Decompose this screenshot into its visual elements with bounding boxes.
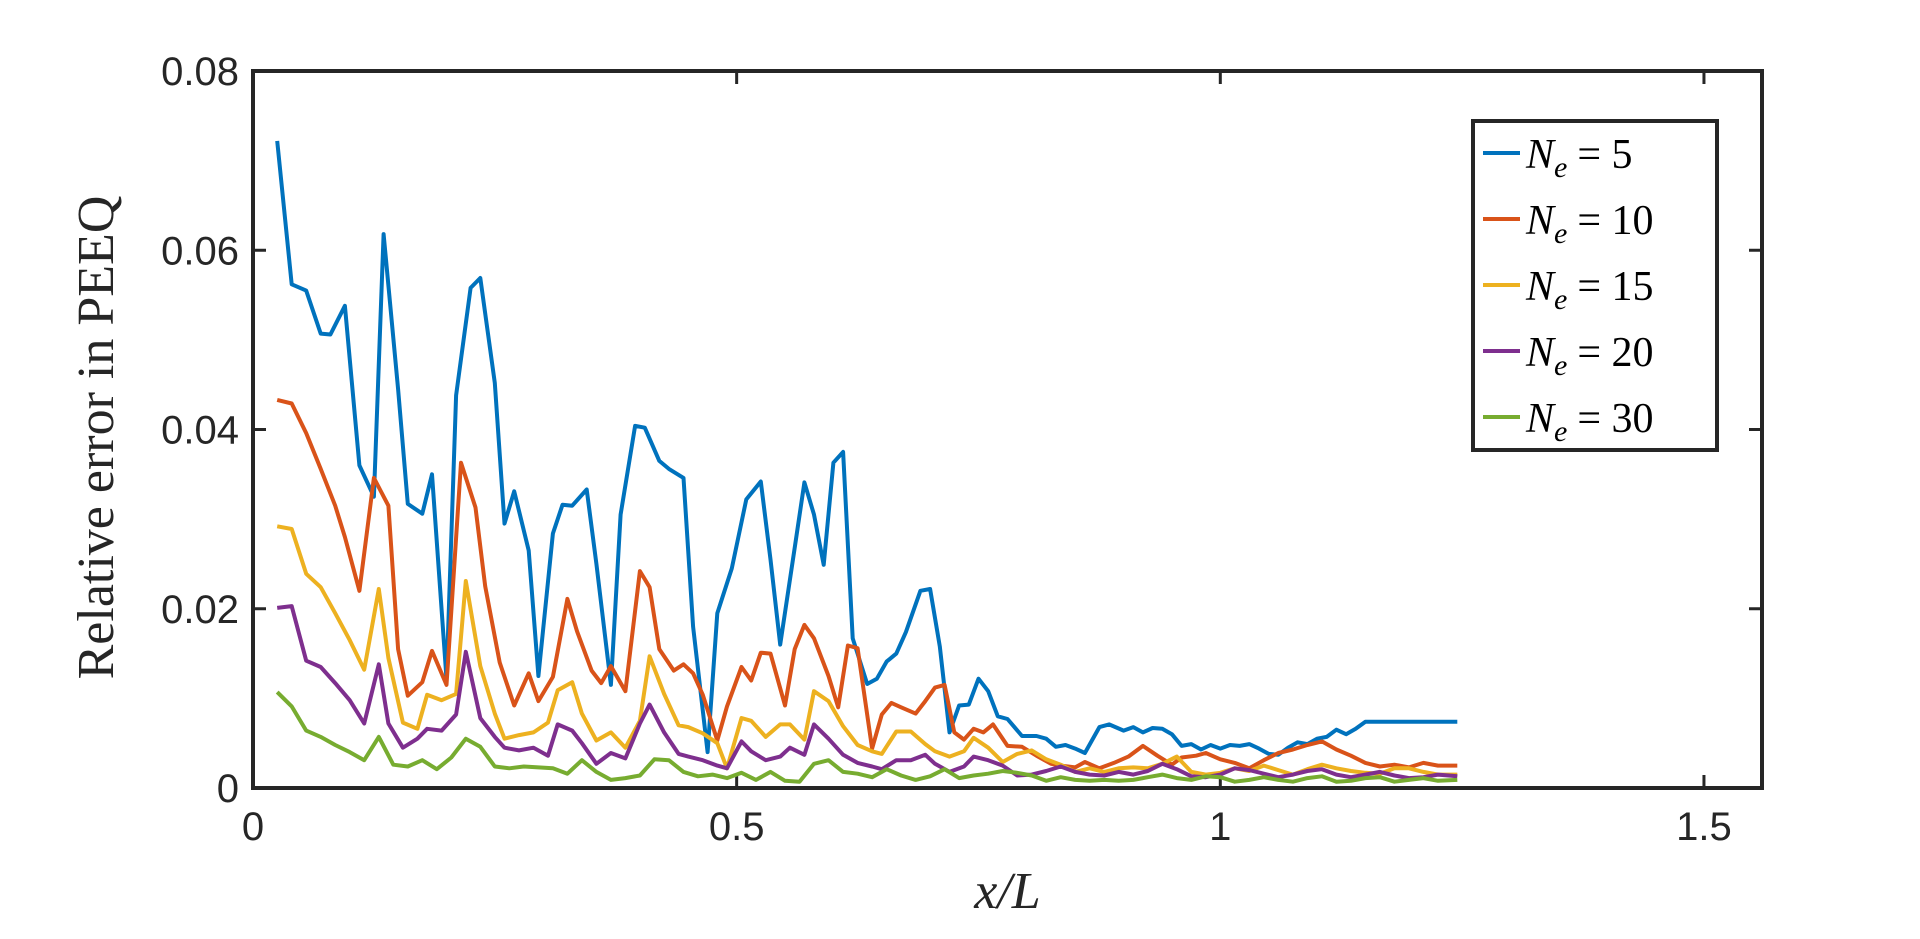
legend-label-2: Ne = 10 (1525, 198, 1654, 250)
series-line-5 (275, 690, 1458, 784)
legend-var: N (1525, 330, 1556, 376)
x-tick-label: 1.5 (1676, 805, 1732, 849)
data-series (275, 140, 1458, 784)
legend-label-1: Ne = 5 (1525, 132, 1633, 184)
legend-label-3: Ne = 15 (1525, 264, 1654, 316)
legend-subscript: e (1554, 217, 1567, 250)
legend-var: N (1525, 132, 1556, 178)
legend-label-5: Ne = 30 (1525, 396, 1654, 448)
legend-subscript: e (1554, 349, 1567, 382)
legend-value: = 20 (1577, 330, 1653, 376)
legend-value: = 30 (1577, 396, 1653, 442)
legend-subscript: e (1554, 415, 1567, 448)
y-tick-label: 0.04 (161, 409, 239, 453)
series-line-2 (276, 397, 1458, 771)
y-tick-label: 0.02 (161, 588, 239, 632)
y-tick-label: 0.08 (161, 50, 239, 94)
legend-value: = 10 (1577, 198, 1653, 244)
plot-frame (251, 69, 1764, 790)
legend-subscript: e (1554, 283, 1567, 316)
y-axis-label: Relative error in PEEQ (68, 196, 125, 680)
x-axis-label: x/L (973, 863, 1040, 920)
legend-var: N (1525, 396, 1556, 442)
legend-var: N (1525, 264, 1556, 310)
legend-value: = 5 (1577, 132, 1632, 178)
y-tick-label: 0.06 (161, 229, 239, 273)
legend-label-4: Ne = 20 (1525, 330, 1654, 382)
legend: Ne = 5 Ne = 10 Ne = 15 Ne = 20 Ne = 30 (1471, 119, 1719, 452)
series-line-1 (275, 140, 1458, 757)
x-tick-label: 0 (242, 805, 264, 849)
legend-value: = 15 (1577, 264, 1653, 310)
x-tick-label: 1 (1209, 805, 1231, 849)
legend-subscript: e (1554, 151, 1567, 184)
tick-labels: 0 0.5 1 1.5 0 0.02 0.04 0.06 0.08 (161, 50, 1732, 849)
y-tick-label: 0 (217, 767, 239, 811)
series-line-4 (276, 604, 1458, 781)
x-tick-label: 0.5 (709, 805, 765, 849)
legend-var: N (1525, 198, 1556, 244)
